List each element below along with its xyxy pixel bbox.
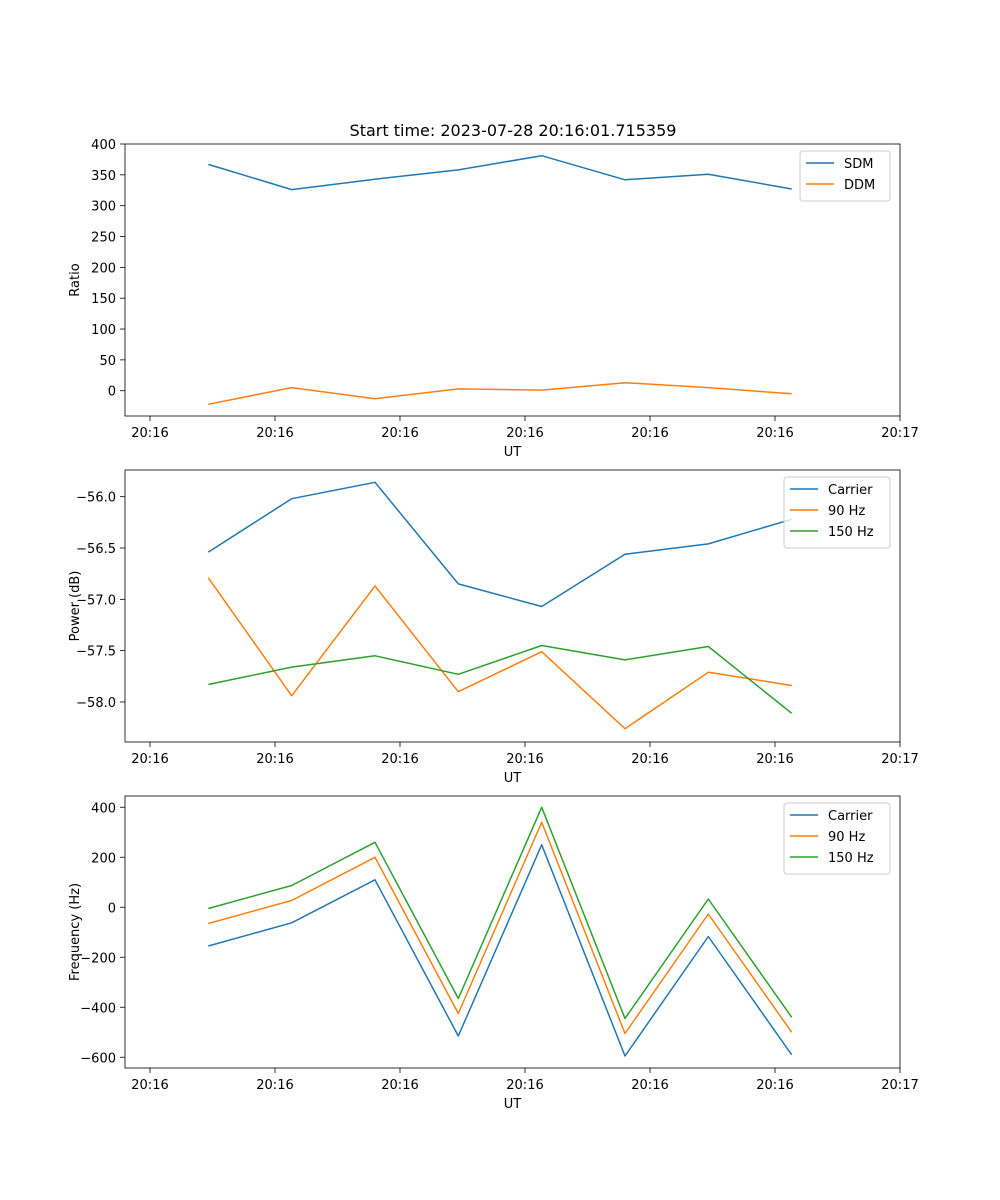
x-tick-label: 20:16 bbox=[256, 1078, 293, 1093]
x-tick-label: 20:16 bbox=[131, 1078, 168, 1093]
x-tick-label: 20:16 bbox=[256, 426, 293, 441]
series-line-carrier bbox=[208, 844, 793, 1057]
legend-label-carrier: Carrier bbox=[828, 809, 873, 824]
y-tick-label: −200 bbox=[80, 951, 116, 966]
x-tick-label: 20:16 bbox=[506, 1078, 543, 1093]
legend-label-ddm: DDM bbox=[844, 178, 875, 193]
y-tick-label: −57.5 bbox=[76, 645, 116, 660]
y-axis-label: Frequency (Hz) bbox=[68, 883, 83, 981]
x-axis-label: UT bbox=[504, 771, 522, 786]
series-line-sdm bbox=[208, 154, 792, 191]
y-tick-label: 250 bbox=[91, 231, 116, 246]
axes-frame bbox=[124, 143, 901, 417]
y-tick-label: 100 bbox=[91, 323, 116, 338]
series-line-carrier bbox=[207, 481, 792, 608]
y-tick-label: 150 bbox=[91, 292, 116, 307]
series-line-150-hz bbox=[208, 644, 793, 714]
x-tick-label: 20:16 bbox=[631, 752, 668, 767]
series-line-90-hz bbox=[207, 577, 792, 730]
panel-ratio: 20:16 20:16 20:16 20:16 20:16 20:16 20:17 0 50 10… bbox=[68, 138, 919, 460]
x-tick-label: 20:16 bbox=[131, 752, 168, 767]
x-tick-label: 20:16 bbox=[381, 1078, 418, 1093]
series-line-ddm bbox=[208, 381, 792, 406]
y-tick-label: −56.0 bbox=[76, 491, 116, 506]
legend: Carrier 90 Hz 150 Hz bbox=[783, 802, 891, 875]
y-axis-label: Ratio bbox=[68, 263, 83, 296]
x-tick-label: 20:16 bbox=[256, 752, 293, 767]
y-tick-label: 0 bbox=[108, 385, 116, 400]
y-tick-label: 200 bbox=[91, 851, 116, 866]
x-tick-label: 20:16 bbox=[131, 426, 168, 441]
chart-title: Start time: 2023-07-28 20:16:01.715359 bbox=[350, 121, 677, 140]
y-tick-label: 50 bbox=[99, 354, 116, 369]
y-tick-label: −400 bbox=[80, 1001, 116, 1016]
y-tick-label: −57.0 bbox=[76, 593, 116, 608]
y-tick-label: 350 bbox=[91, 169, 116, 184]
legend-label-carrier: Carrier bbox=[828, 483, 873, 498]
legend-label-sdm: SDM bbox=[844, 157, 873, 172]
x-tick-label: 20:16 bbox=[381, 426, 418, 441]
x-tick-label: 20:16 bbox=[756, 426, 793, 441]
x-tick-label: 20:16 bbox=[506, 752, 543, 767]
x-tick-label: 20:16 bbox=[506, 426, 543, 441]
x-axis-label: UT bbox=[504, 445, 522, 460]
x-tick-label: 20:17 bbox=[881, 426, 918, 441]
y-tick-label: 400 bbox=[91, 138, 116, 153]
x-tick-label: 20:17 bbox=[881, 752, 918, 767]
x-tick-label: 20:16 bbox=[631, 426, 668, 441]
panel-power: 20:16 20:16 20:16 20:16 20:16 20:16 20:17 −56.0… bbox=[68, 469, 919, 786]
legend-label-150-hz: 150 Hz bbox=[828, 851, 874, 866]
legend-label-150-hz: 150 Hz bbox=[828, 525, 874, 540]
axes-frame bbox=[124, 795, 901, 1069]
x-tick-label: 20:16 bbox=[756, 752, 793, 767]
y-axis-label: Power (dB) bbox=[68, 571, 83, 642]
series-line-90-hz bbox=[208, 821, 793, 1035]
x-tick-label: 20:16 bbox=[631, 1078, 668, 1093]
y-tick-label: 400 bbox=[91, 801, 116, 816]
legend-label-90-hz: 90 Hz bbox=[828, 830, 865, 845]
y-tick-label: −600 bbox=[80, 1051, 116, 1066]
legend: SDM DDM bbox=[799, 150, 891, 202]
y-tick-label: 0 bbox=[108, 901, 116, 916]
x-axis-label: UT bbox=[504, 1097, 522, 1112]
series-line-150-hz bbox=[208, 806, 793, 1020]
panel-frequency: 20:16 20:16 20:16 20:16 20:16 20:16 20:17 400 20… bbox=[68, 795, 919, 1112]
y-tick-label: −58.0 bbox=[76, 696, 116, 711]
y-tick-label: −56.5 bbox=[76, 542, 116, 557]
x-tick-label: 20:16 bbox=[756, 1078, 793, 1093]
axes-frame bbox=[124, 469, 901, 743]
x-tick-label: 20:17 bbox=[881, 1078, 918, 1093]
y-tick-label: 300 bbox=[91, 200, 116, 215]
x-tick-label: 20:16 bbox=[381, 752, 418, 767]
y-tick-label: 200 bbox=[91, 261, 116, 276]
legend-label-90-hz: 90 Hz bbox=[828, 504, 865, 519]
legend: Carrier 90 Hz 150 Hz bbox=[783, 476, 891, 549]
